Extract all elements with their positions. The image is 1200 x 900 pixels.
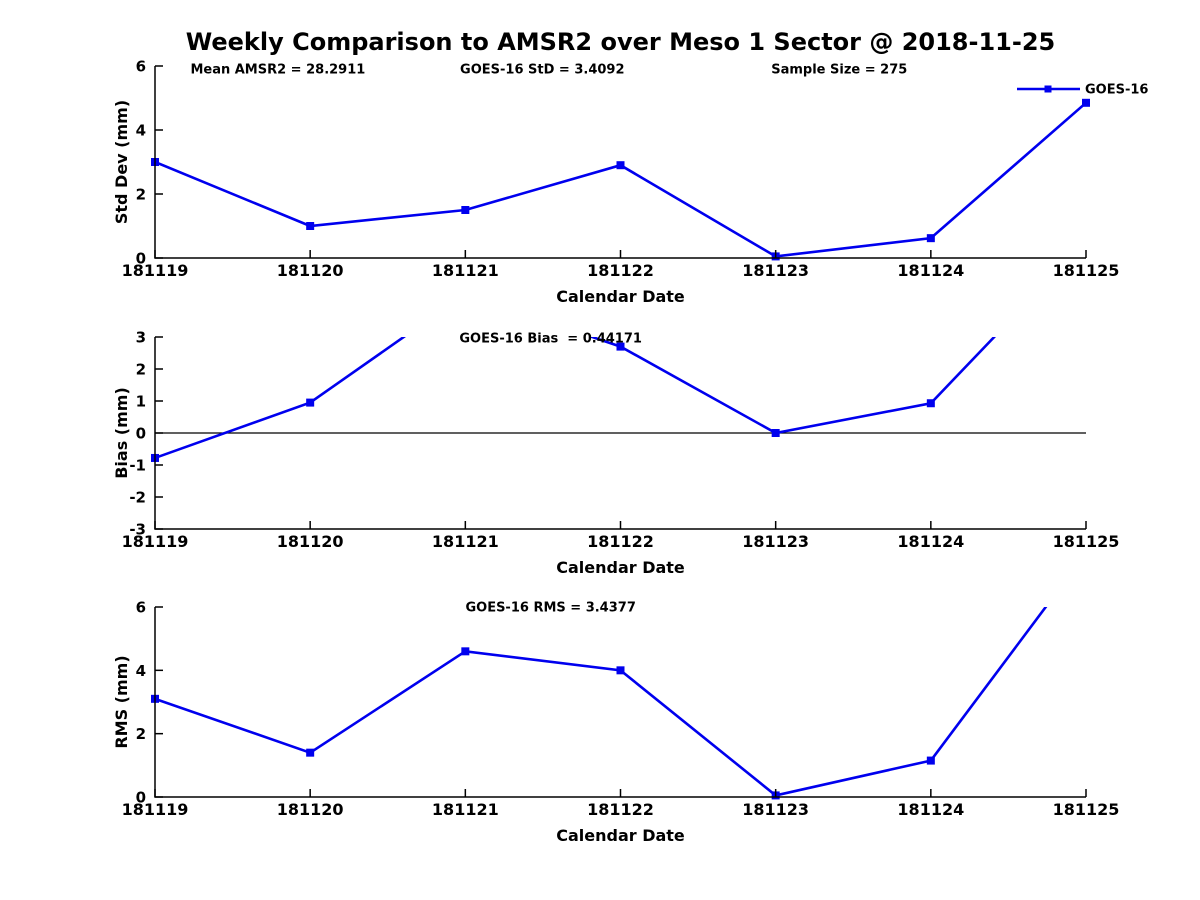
chart-title: Weekly Comparison to AMSR2 over Meso 1 S… xyxy=(185,28,1056,56)
x-tick-label: 181125 xyxy=(1053,800,1120,819)
y-tick-label: 2 xyxy=(136,361,146,379)
x-tick-label: 181122 xyxy=(587,532,654,551)
x-tick-label: 181122 xyxy=(587,800,654,819)
x-tick-label: 181119 xyxy=(122,800,189,819)
data-point-marker xyxy=(306,222,315,230)
data-point-marker xyxy=(926,756,935,765)
data-point-marker xyxy=(926,234,935,243)
y-axis-label: Bias (mm) xyxy=(112,387,131,479)
x-tick-label: 181120 xyxy=(277,532,344,551)
x-tick-label: 181123 xyxy=(742,800,809,819)
y-axis-label: RMS (mm) xyxy=(112,655,131,748)
x-tick-label: 181120 xyxy=(277,261,344,280)
data-point-marker xyxy=(461,206,470,214)
data-point-marker xyxy=(306,748,315,757)
annotation: Mean AMSR2 = 28.2911 xyxy=(190,63,365,78)
annotation: GOES-16 StD = 3.4092 xyxy=(460,63,624,78)
y-tick-label: 2 xyxy=(136,186,146,204)
y-tick-label: -1 xyxy=(129,457,146,475)
y-axis-label: Std Dev (mm) xyxy=(112,100,131,224)
x-tick-label: 181124 xyxy=(897,261,964,280)
data-point-marker xyxy=(1082,98,1090,107)
y-tick-label: 4 xyxy=(136,662,146,680)
x-tick-label: 181123 xyxy=(742,532,809,551)
data-point-marker xyxy=(926,399,935,408)
x-tick-label: 181125 xyxy=(1053,532,1120,551)
x-axis-label: Calendar Date xyxy=(556,826,685,845)
x-tick-label: 181121 xyxy=(432,261,499,280)
data-point-marker xyxy=(616,161,625,170)
data-point-marker xyxy=(616,666,625,675)
x-tick-label: 181121 xyxy=(432,800,499,819)
y-tick-label: 0 xyxy=(136,425,146,443)
subplot-3: 181119 181120 181121 181122 181123 181124 1811… xyxy=(112,599,1120,846)
y-tick-label: 1 xyxy=(136,393,146,411)
y-tick-label: -2 xyxy=(129,489,146,507)
subplot-1: 181119 181120 181121 181122 181123 181124 1811… xyxy=(112,58,1148,307)
y-tick-label: 4 xyxy=(136,122,146,140)
x-axis-label: Calendar Date xyxy=(556,287,685,306)
x-axis-label: Calendar Date xyxy=(556,558,685,577)
x-tick-label: 181119 xyxy=(122,261,189,280)
y-tick-label: -3 xyxy=(129,521,146,539)
x-tick-label: 181121 xyxy=(432,532,499,551)
subplot-2: 181119 181120 181121 181122 181123 181124 1811… xyxy=(112,329,1120,578)
y-tick-label: 6 xyxy=(136,599,146,617)
data-line xyxy=(155,101,1086,258)
data-point-marker xyxy=(771,429,780,437)
y-tick-label: 6 xyxy=(136,58,146,76)
legend-marker xyxy=(1044,85,1052,93)
x-tick-label: 181124 xyxy=(897,532,964,551)
annotation: GOES-16 Bias = 0.44171 xyxy=(459,332,642,347)
axis xyxy=(154,607,1086,798)
y-tick-label: 0 xyxy=(136,250,146,268)
annotation: Sample Size = 275 xyxy=(771,63,907,78)
y-tick-label: 0 xyxy=(136,789,146,807)
x-tick-label: 181123 xyxy=(742,261,809,280)
annotation: GOES-16 RMS = 3.4377 xyxy=(465,601,635,616)
data-point-marker xyxy=(616,342,625,351)
x-tick-label: 181125 xyxy=(1053,261,1120,280)
data-point-marker xyxy=(306,398,315,407)
y-tick-label: 3 xyxy=(136,329,146,347)
x-tick-label: 181124 xyxy=(897,800,964,819)
legend-label: GOES-16 xyxy=(1085,83,1148,98)
x-tick-label: 181120 xyxy=(277,800,344,819)
data-point-marker xyxy=(461,647,470,656)
x-tick-label: 181119 xyxy=(122,532,189,551)
x-tick-label: 181122 xyxy=(587,261,654,280)
y-tick-label: 2 xyxy=(136,725,146,743)
